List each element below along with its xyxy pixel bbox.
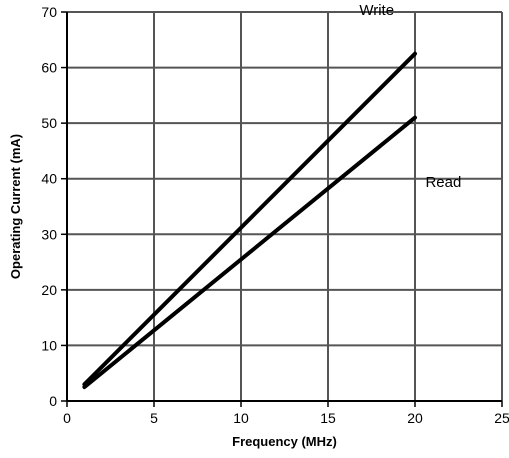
y-tick-label-40: 40 bbox=[41, 171, 57, 187]
axes bbox=[61, 11, 503, 407]
y-tick-label-20: 20 bbox=[41, 282, 57, 298]
y-tick-label-70: 70 bbox=[41, 4, 57, 20]
x-tick-label-0: 0 bbox=[63, 410, 71, 426]
y-axis-title: Operating Current (mA) bbox=[8, 134, 23, 279]
series-line-read bbox=[82, 115, 417, 390]
series-label-write: Write bbox=[359, 2, 394, 19]
grid bbox=[67, 11, 503, 401]
x-axis-title: Frequency (MHz) bbox=[232, 434, 337, 449]
y-tick-label-10: 10 bbox=[41, 337, 57, 353]
series-lines bbox=[82, 51, 417, 390]
x-tick-label-15: 15 bbox=[320, 410, 336, 426]
y-tick-label-60: 60 bbox=[41, 60, 57, 76]
x-tick-label-20: 20 bbox=[407, 410, 423, 426]
labels: Frequency (MHz) Operating Current (mA) 0… bbox=[8, 2, 509, 449]
x-tick-label-25: 25 bbox=[494, 410, 509, 426]
y-tick-label-0: 0 bbox=[49, 393, 57, 409]
x-tick-label-5: 5 bbox=[150, 410, 158, 426]
x-tick-label-10: 10 bbox=[233, 410, 249, 426]
y-tick-label-50: 50 bbox=[41, 115, 57, 131]
y-tick-label-30: 30 bbox=[41, 226, 57, 242]
series-line-write bbox=[82, 51, 417, 387]
series-label-read: Read bbox=[425, 174, 461, 191]
